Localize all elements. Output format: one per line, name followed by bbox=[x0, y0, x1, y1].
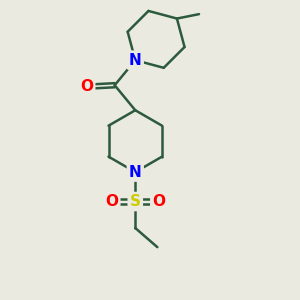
Text: O: O bbox=[80, 79, 93, 94]
Text: N: N bbox=[129, 165, 142, 180]
Text: O: O bbox=[152, 194, 165, 209]
Text: S: S bbox=[130, 194, 141, 209]
Text: O: O bbox=[105, 194, 118, 209]
Text: N: N bbox=[129, 53, 142, 68]
